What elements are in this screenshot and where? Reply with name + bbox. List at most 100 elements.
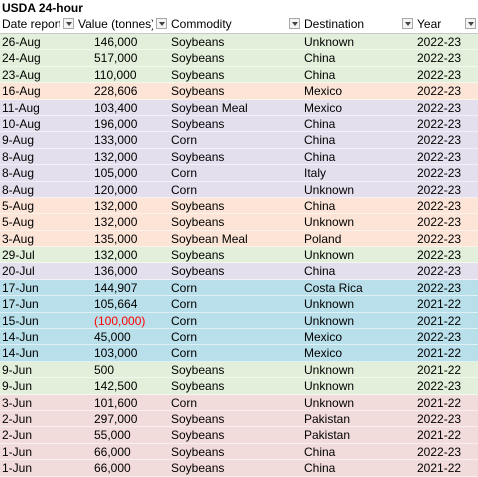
value-cell[interactable]: 103,400 bbox=[76, 100, 169, 116]
year-cell[interactable]: 2022-23 bbox=[415, 83, 478, 100]
date-cell[interactable]: 8-Aug bbox=[0, 182, 76, 198]
destination-cell[interactable]: Unknown bbox=[302, 313, 415, 330]
date-cell[interactable]: 10-Aug bbox=[0, 116, 76, 133]
value-cell[interactable]: 517,000 bbox=[76, 50, 169, 67]
commodity-cell[interactable]: Corn bbox=[169, 329, 302, 346]
destination-cell[interactable]: China bbox=[302, 263, 415, 280]
date-cell[interactable]: 16-Aug bbox=[0, 83, 76, 100]
value-cell[interactable]: 132,000 bbox=[76, 214, 169, 231]
filter-dropdown-icon[interactable] bbox=[289, 18, 300, 29]
value-cell[interactable]: 133,000 bbox=[76, 132, 169, 149]
value-cell[interactable]: 103,000 bbox=[76, 345, 169, 362]
destination-cell[interactable]: Unknown bbox=[302, 214, 415, 231]
commodity-cell[interactable]: Corn bbox=[169, 313, 302, 330]
year-cell[interactable]: 2022-23 bbox=[415, 280, 478, 297]
destination-cell[interactable]: Mexico bbox=[302, 83, 415, 100]
column-header-year[interactable]: Year bbox=[415, 16, 478, 33]
value-cell[interactable]: 228,606 bbox=[76, 83, 169, 100]
year-cell[interactable]: 2021-22 bbox=[415, 427, 478, 444]
commodity-cell[interactable]: Soybeans bbox=[169, 263, 302, 280]
year-cell[interactable]: 2021-22 bbox=[415, 313, 478, 330]
value-cell[interactable]: 135,000 bbox=[76, 231, 169, 248]
date-cell[interactable]: 24-Aug bbox=[0, 50, 76, 67]
destination-cell[interactable]: Pakistan bbox=[302, 411, 415, 428]
year-cell[interactable]: 2022-23 bbox=[415, 149, 478, 166]
value-cell[interactable]: (100,000) bbox=[76, 313, 169, 330]
date-cell[interactable]: 17-Jun bbox=[0, 280, 76, 297]
date-cell[interactable]: 5-Aug bbox=[0, 214, 76, 231]
value-cell[interactable]: 45,000 bbox=[76, 329, 169, 346]
date-cell[interactable]: 3-Aug bbox=[0, 231, 76, 248]
year-cell[interactable]: 2021-22 bbox=[415, 345, 478, 362]
commodity-cell[interactable]: Corn bbox=[169, 296, 302, 313]
date-cell[interactable]: 26-Aug bbox=[0, 34, 76, 51]
destination-cell[interactable]: Unknown bbox=[302, 247, 415, 264]
commodity-cell[interactable]: Soybeans bbox=[169, 427, 302, 444]
commodity-cell[interactable]: Soybeans bbox=[169, 444, 302, 461]
commodity-cell[interactable]: Soybean Meal bbox=[169, 100, 302, 116]
value-cell[interactable]: 132,000 bbox=[76, 149, 169, 166]
value-cell[interactable]: 101,600 bbox=[76, 395, 169, 411]
date-cell[interactable]: 2-Jun bbox=[0, 411, 76, 428]
value-cell[interactable]: 66,000 bbox=[76, 444, 169, 461]
column-header-commodity[interactable]: Commodity bbox=[169, 16, 302, 33]
date-cell[interactable]: 11-Aug bbox=[0, 100, 76, 116]
commodity-cell[interactable]: Corn bbox=[169, 165, 302, 182]
year-cell[interactable]: 2022-23 bbox=[415, 329, 478, 346]
filter-dropdown-icon[interactable] bbox=[402, 18, 413, 29]
commodity-cell[interactable]: Corn bbox=[169, 395, 302, 411]
year-cell[interactable]: 2022-23 bbox=[415, 67, 478, 84]
year-cell[interactable]: 2022-23 bbox=[415, 50, 478, 67]
value-cell[interactable]: 144,907 bbox=[76, 280, 169, 297]
year-cell[interactable]: 2022-23 bbox=[415, 116, 478, 133]
year-cell[interactable]: 2022-23 bbox=[415, 378, 478, 395]
destination-cell[interactable]: China bbox=[302, 444, 415, 461]
year-cell[interactable]: 2021-22 bbox=[415, 395, 478, 411]
destination-cell[interactable]: Costa Rica bbox=[302, 280, 415, 297]
commodity-cell[interactable]: Soybeans bbox=[169, 198, 302, 215]
year-cell[interactable]: 2022-23 bbox=[415, 165, 478, 182]
destination-cell[interactable]: Mexico bbox=[302, 100, 415, 116]
destination-cell[interactable]: Unknown bbox=[302, 34, 415, 51]
value-cell[interactable]: 132,000 bbox=[76, 247, 169, 264]
date-cell[interactable]: 9-Jun bbox=[0, 362, 76, 379]
destination-cell[interactable]: China bbox=[302, 116, 415, 133]
filter-dropdown-icon[interactable] bbox=[63, 18, 74, 29]
date-cell[interactable]: 2-Jun bbox=[0, 427, 76, 444]
commodity-cell[interactable]: Soybeans bbox=[169, 214, 302, 231]
commodity-cell[interactable]: Soybeans bbox=[169, 411, 302, 428]
column-header-destination[interactable]: Destination bbox=[302, 16, 415, 33]
year-cell[interactable]: 2022-23 bbox=[415, 198, 478, 215]
commodity-cell[interactable]: Soybeans bbox=[169, 378, 302, 395]
commodity-cell[interactable]: Corn bbox=[169, 132, 302, 149]
commodity-cell[interactable]: Soybeans bbox=[169, 67, 302, 84]
date-cell[interactable]: 8-Aug bbox=[0, 165, 76, 182]
year-cell[interactable]: 2022-23 bbox=[415, 444, 478, 461]
date-cell[interactable]: 5-Aug bbox=[0, 198, 76, 215]
column-header-date[interactable]: Date reported bbox=[0, 16, 76, 33]
date-cell[interactable]: 29-Jul bbox=[0, 247, 76, 264]
commodity-cell[interactable]: Soybeans bbox=[169, 50, 302, 67]
commodity-cell[interactable]: Soybeans bbox=[169, 116, 302, 133]
date-cell[interactable]: 14-Jun bbox=[0, 329, 76, 346]
commodity-cell[interactable]: Soybeans bbox=[169, 83, 302, 100]
filter-dropdown-icon[interactable] bbox=[465, 18, 476, 29]
year-cell[interactable]: 2022-23 bbox=[415, 247, 478, 264]
destination-cell[interactable]: Unknown bbox=[302, 296, 415, 313]
column-header-value[interactable]: Value (tonnes) bbox=[76, 16, 169, 33]
value-cell[interactable]: 132,000 bbox=[76, 198, 169, 215]
filter-dropdown-icon[interactable] bbox=[156, 18, 167, 29]
year-cell[interactable]: 2022-23 bbox=[415, 182, 478, 198]
commodity-cell[interactable]: Corn bbox=[169, 182, 302, 198]
destination-cell[interactable]: China bbox=[302, 198, 415, 215]
commodity-cell[interactable]: Soybeans bbox=[169, 362, 302, 379]
year-cell[interactable]: 2022-23 bbox=[415, 34, 478, 51]
destination-cell[interactable]: Mexico bbox=[302, 345, 415, 362]
destination-cell[interactable]: Italy bbox=[302, 165, 415, 182]
value-cell[interactable]: 105,664 bbox=[76, 296, 169, 313]
destination-cell[interactable]: China bbox=[302, 149, 415, 166]
year-cell[interactable]: 2021-22 bbox=[415, 362, 478, 379]
value-cell[interactable]: 105,000 bbox=[76, 165, 169, 182]
destination-cell[interactable]: Unknown bbox=[302, 182, 415, 198]
value-cell[interactable]: 196,000 bbox=[76, 116, 169, 133]
